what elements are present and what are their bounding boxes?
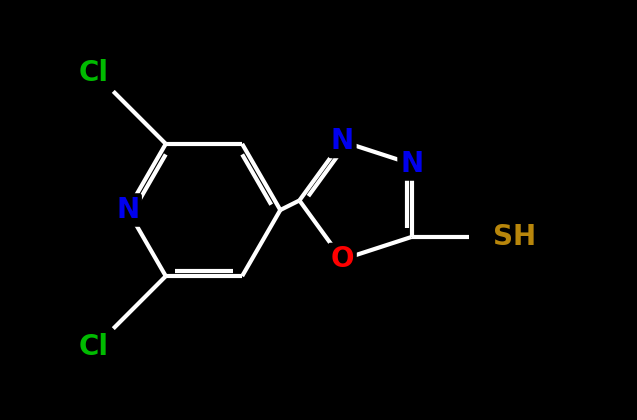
Text: Cl: Cl xyxy=(78,333,108,361)
Text: Cl: Cl xyxy=(78,59,108,87)
Text: N: N xyxy=(116,196,139,224)
Text: N: N xyxy=(400,150,423,178)
Text: SH: SH xyxy=(493,223,536,251)
Text: O: O xyxy=(331,245,354,273)
Text: N: N xyxy=(331,127,354,155)
